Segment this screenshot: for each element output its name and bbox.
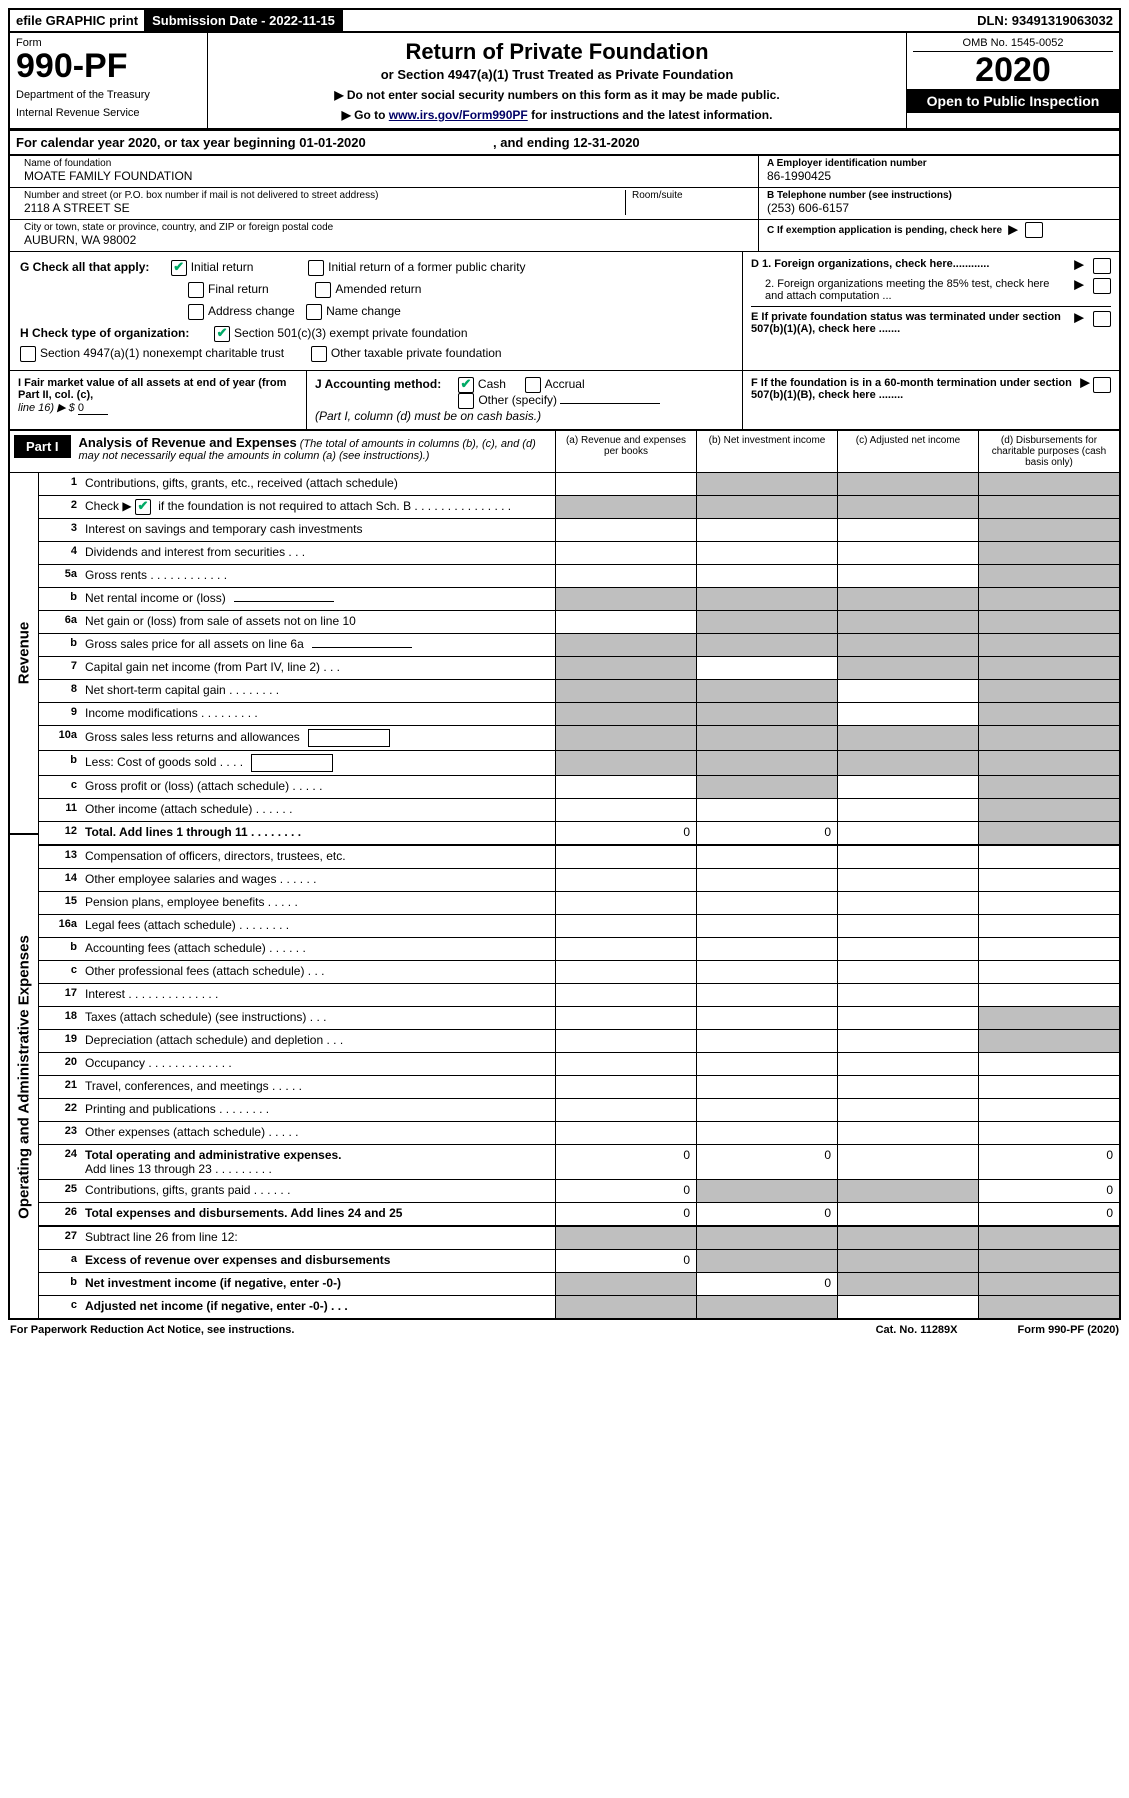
- arrow-icon: ▶: [1008, 222, 1018, 238]
- main-table: Revenue Operating and Administrative Exp…: [8, 473, 1121, 1320]
- form-header: Form 990-PF Department of the Treasury I…: [8, 33, 1121, 130]
- section-f: F If the foundation is in a 60-month ter…: [743, 371, 1119, 429]
- checkbox-final[interactable]: [188, 282, 204, 298]
- footer-left: For Paperwork Reduction Act Notice, see …: [10, 1324, 294, 1336]
- arrow-icon: ▶: [1074, 257, 1084, 273]
- checkbox-initial-public[interactable]: [308, 260, 324, 276]
- top-bar: efile GRAPHIC print Submission Date - 20…: [8, 8, 1121, 33]
- section-g: G Check all that apply: ✔Initial return …: [10, 252, 743, 370]
- header-right: OMB No. 1545-0052 2020 Open to Public In…: [906, 33, 1119, 128]
- exemption-cell: C If exemption application is pending, c…: [759, 220, 1119, 242]
- part-i-header: Part I Analysis of Revenue and Expenses …: [8, 431, 1121, 473]
- checkbox-namechg[interactable]: [306, 304, 322, 320]
- header-left: Form 990-PF Department of the Treasury I…: [10, 33, 208, 128]
- form-subtitle: or Section 4947(a)(1) Trust Treated as P…: [218, 67, 896, 82]
- checkbox-initial[interactable]: ✔: [171, 260, 187, 276]
- info-left: Name of foundation MOATE FAMILY FOUNDATI…: [10, 156, 759, 251]
- tax-year: 2020: [913, 52, 1113, 89]
- open-inspection: Open to Public Inspection: [907, 89, 1119, 113]
- calendar-year-row: For calendar year 2020, or tax year begi…: [8, 130, 1121, 156]
- checkbox-address[interactable]: [188, 304, 204, 320]
- part-i-label: Part I: [14, 435, 71, 458]
- dept-treasury: Department of the Treasury: [16, 89, 201, 101]
- checkbox-schb[interactable]: ✔: [135, 499, 151, 515]
- omb-number: OMB No. 1545-0052: [913, 37, 1113, 52]
- footer-mid: Cat. No. 11289X: [876, 1324, 958, 1336]
- arrow-icon: ▶: [1074, 310, 1084, 326]
- checkbox-d1[interactable]: [1093, 258, 1111, 274]
- col-header-c: (c) Adjusted net income: [837, 431, 978, 472]
- footer: For Paperwork Reduction Act Notice, see …: [8, 1320, 1121, 1340]
- dln: DLN: 93491319063032: [971, 10, 1119, 31]
- section-i: I Fair market value of all assets at end…: [10, 371, 307, 429]
- submission-date: Submission Date - 2022-11-15: [146, 10, 343, 31]
- dept-irs: Internal Revenue Service: [16, 107, 201, 119]
- form-title: Return of Private Foundation: [218, 39, 896, 65]
- part-i-desc: Analysis of Revenue and Expenses (The to…: [71, 431, 555, 472]
- checkbox-other-method[interactable]: [458, 393, 474, 409]
- side-label-expenses: Operating and Administrative Expenses: [10, 835, 39, 1318]
- info-block: Name of foundation MOATE FAMILY FOUNDATI…: [8, 156, 1121, 252]
- col-header-d: (d) Disbursements for charitable purpose…: [978, 431, 1119, 472]
- arrow-icon: ▶: [1074, 277, 1084, 293]
- irs-link[interactable]: www.irs.gov/Form990PF: [389, 108, 528, 122]
- checkbox-e[interactable]: [1093, 311, 1111, 327]
- checkbox-f[interactable]: [1093, 377, 1111, 393]
- footer-right: Form 990-PF (2020): [1018, 1324, 1119, 1336]
- efile-label: efile GRAPHIC print: [10, 10, 146, 31]
- side-label-revenue: Revenue: [10, 473, 39, 835]
- col-header-b: (b) Net investment income: [696, 431, 837, 472]
- checkbox-501c3[interactable]: ✔: [214, 326, 230, 342]
- lines-column: 1Contributions, gifts, grants, etc., rec…: [39, 473, 1119, 1318]
- section-ijf: I Fair market value of all assets at end…: [8, 371, 1121, 431]
- form-number: 990-PF: [16, 49, 201, 83]
- instruction-2: ▶ Go to www.irs.gov/Form990PF for instru…: [218, 108, 896, 122]
- checkbox-d2[interactable]: [1093, 278, 1111, 294]
- instruction-1: ▶ Do not enter social security numbers o…: [218, 88, 896, 102]
- city-cell: City or town, state or province, country…: [10, 220, 758, 251]
- checkbox-accrual[interactable]: [525, 377, 541, 393]
- arrow-icon: ▶: [1080, 375, 1090, 404]
- foundation-name-cell: Name of foundation MOATE FAMILY FOUNDATI…: [10, 156, 758, 188]
- section-j: J Accounting method: ✔Cash Accrual Other…: [307, 371, 743, 429]
- ein-cell: A Employer identification number 86-1990…: [759, 156, 1119, 188]
- checkbox-other-tax[interactable]: [311, 346, 327, 362]
- checkbox-c[interactable]: [1025, 222, 1043, 238]
- info-right: A Employer identification number 86-1990…: [759, 156, 1119, 251]
- checkbox-cash[interactable]: ✔: [458, 377, 474, 393]
- phone-cell: B Telephone number (see instructions) (2…: [759, 188, 1119, 220]
- checkbox-4947[interactable]: [20, 346, 36, 362]
- col-header-a: (a) Revenue and expenses per books: [555, 431, 696, 472]
- checkbox-amended[interactable]: [315, 282, 331, 298]
- section-d-e: D 1. Foreign organizations, check here..…: [743, 252, 1119, 370]
- section-g-d: G Check all that apply: ✔Initial return …: [8, 252, 1121, 371]
- address-cell: Number and street (or P.O. box number if…: [10, 188, 758, 220]
- header-center: Return of Private Foundation or Section …: [208, 33, 906, 128]
